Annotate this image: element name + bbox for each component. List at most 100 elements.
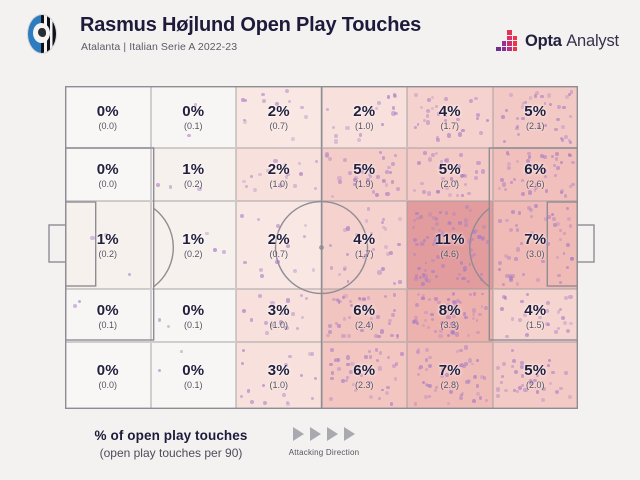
cell-percentage: 6% bbox=[353, 301, 376, 319]
cell-per90: (1.7) bbox=[440, 121, 459, 131]
cell-percentage: 5% bbox=[353, 160, 376, 178]
touch-dot bbox=[509, 277, 514, 282]
touch-dot bbox=[564, 135, 569, 140]
touch-dot bbox=[398, 280, 402, 284]
touch-dot bbox=[516, 160, 520, 164]
touch-dot bbox=[413, 402, 418, 406]
touch-dot bbox=[385, 252, 390, 257]
touch-dot bbox=[553, 174, 558, 178]
touch-dot bbox=[378, 351, 383, 355]
atalanta-crest-logo bbox=[28, 15, 56, 53]
cell-per90: (2.0) bbox=[440, 178, 459, 189]
touch-dot bbox=[354, 176, 359, 181]
touch-dot bbox=[449, 389, 454, 394]
touch-dot bbox=[536, 277, 541, 282]
touch-dot bbox=[472, 399, 477, 403]
cell-percentage: 2% bbox=[353, 103, 376, 120]
touch-dot bbox=[517, 318, 523, 323]
touch-dot bbox=[422, 239, 426, 243]
touch-dot bbox=[517, 132, 521, 137]
cell-per90: (1.0) bbox=[269, 379, 288, 390]
touch-dot bbox=[413, 252, 416, 256]
touch-dot bbox=[359, 167, 364, 172]
touch-dot bbox=[337, 176, 342, 181]
cell-per90: (1.9) bbox=[354, 178, 374, 189]
touch-dot bbox=[380, 220, 385, 224]
touch-dot bbox=[533, 189, 537, 193]
touch-dot bbox=[528, 380, 534, 385]
touch-dot bbox=[393, 111, 398, 116]
touch-dot bbox=[221, 250, 226, 255]
touch-dot bbox=[393, 309, 397, 313]
touch-dot bbox=[390, 161, 395, 166]
pitch-cell-r4c3 bbox=[236, 289, 322, 342]
touch-dot bbox=[544, 188, 549, 193]
touch-dot bbox=[291, 311, 296, 316]
touch-dot bbox=[336, 366, 341, 371]
cell-label-r3c2: 1% (0.2) bbox=[151, 201, 237, 289]
touch-dot bbox=[383, 227, 388, 231]
touch-dot bbox=[299, 374, 303, 378]
attacking-direction: Attacking Direction bbox=[283, 427, 365, 457]
touch-dot bbox=[286, 244, 291, 248]
touch-dot bbox=[511, 348, 515, 352]
touch-dot bbox=[443, 113, 448, 118]
touch-dot bbox=[542, 240, 547, 245]
touch-dot bbox=[479, 278, 483, 282]
touch-dot bbox=[546, 214, 551, 219]
touch-dot bbox=[421, 293, 425, 297]
touch-dot bbox=[193, 103, 197, 107]
touch-dot bbox=[369, 175, 373, 179]
touch-dot bbox=[464, 183, 468, 187]
touch-dot bbox=[527, 112, 532, 116]
opta-analyst-logo: Opta Analyst bbox=[496, 29, 619, 53]
cell-per90: (0.7) bbox=[269, 249, 288, 259]
touch-dot bbox=[261, 383, 266, 388]
touch-dot bbox=[381, 179, 387, 184]
touch-dot bbox=[420, 240, 425, 245]
touch-dot bbox=[342, 317, 347, 321]
touch-dot bbox=[431, 258, 435, 263]
touch-dot bbox=[414, 274, 419, 278]
touch-dot bbox=[278, 184, 282, 188]
touch-dot bbox=[356, 369, 361, 374]
pitch-cell-r4c2 bbox=[150, 289, 236, 342]
touch-dot bbox=[421, 273, 426, 277]
touch-dot bbox=[347, 315, 352, 320]
touch-dot bbox=[552, 163, 556, 168]
touch-dot bbox=[332, 125, 336, 129]
cell-label-r4c6: 4% (1.5) bbox=[493, 289, 579, 342]
touch-dot bbox=[445, 186, 450, 191]
touch-dot bbox=[283, 363, 288, 368]
cell-per90: (0.0) bbox=[98, 121, 117, 131]
touch-dot bbox=[385, 191, 390, 197]
touch-dot bbox=[416, 372, 421, 377]
touch-dot bbox=[543, 154, 548, 159]
touch-dot bbox=[424, 310, 428, 315]
touch-dot bbox=[440, 230, 445, 235]
touch-dot bbox=[300, 105, 304, 110]
touch-dot bbox=[425, 120, 430, 125]
touch-dot bbox=[416, 216, 421, 221]
pitch-cell-r5c4 bbox=[321, 342, 407, 409]
touch-dot bbox=[257, 217, 261, 221]
touch-dot bbox=[474, 228, 479, 233]
touch-dot bbox=[327, 330, 332, 335]
touch-dot bbox=[559, 188, 564, 194]
touch-dot bbox=[337, 324, 341, 328]
cell-percentage: 4% bbox=[524, 301, 547, 319]
pitch-cell-r5c2 bbox=[150, 342, 236, 409]
touch-dot bbox=[528, 190, 533, 195]
touch-dot bbox=[284, 174, 289, 179]
touch-dot bbox=[515, 116, 520, 121]
touch-dot bbox=[464, 315, 468, 320]
touch-dot bbox=[460, 277, 464, 281]
touch-dot bbox=[480, 169, 486, 174]
touch-dot bbox=[475, 318, 479, 322]
touch-dot bbox=[374, 106, 378, 110]
touch-dot bbox=[242, 119, 247, 124]
opta-bars-icon bbox=[496, 30, 518, 52]
touch-dot bbox=[497, 219, 502, 223]
touch-dot bbox=[328, 156, 333, 161]
touch-dot bbox=[555, 390, 560, 395]
